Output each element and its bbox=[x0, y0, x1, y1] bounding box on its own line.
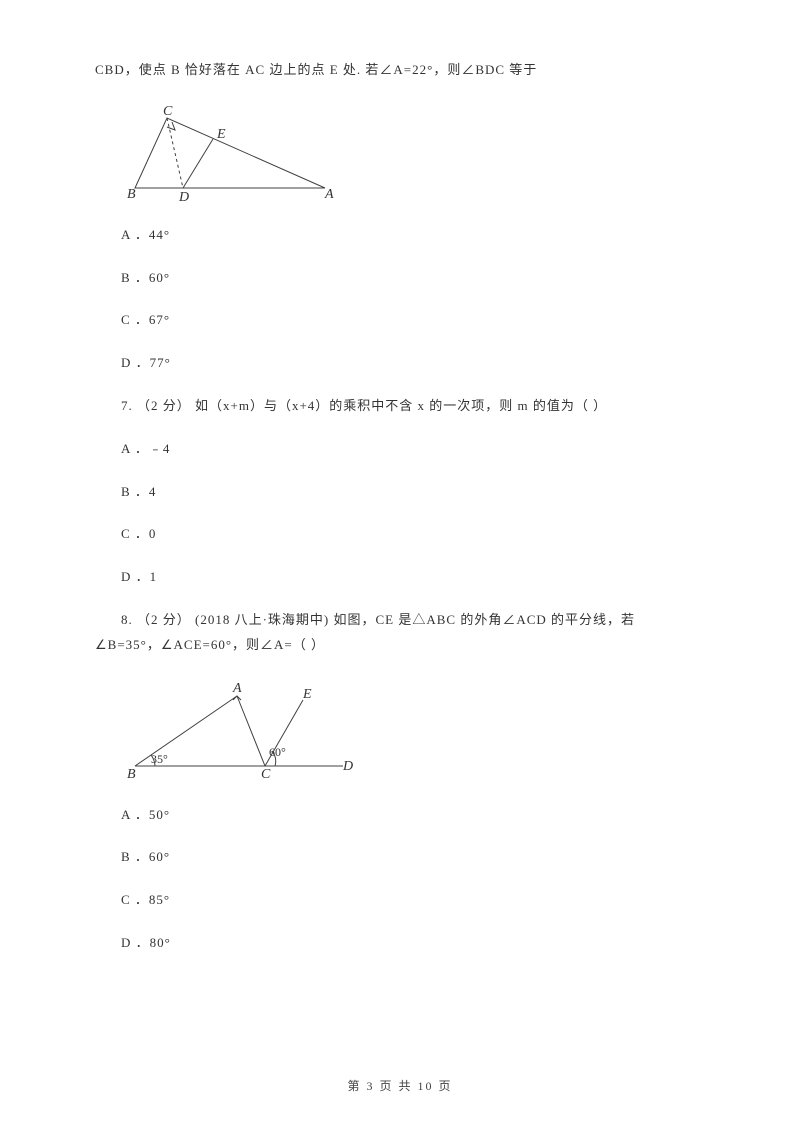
q6-option-a: A ．44° bbox=[95, 225, 705, 246]
label-ang60: 60° bbox=[269, 745, 286, 759]
q7-option-b: B ．4 bbox=[95, 482, 705, 503]
intro-line: CBD，使点 B 恰好落在 AC 边上的点 E 处. 若∠A=22°，则∠BDC… bbox=[95, 60, 705, 81]
label-e2: E bbox=[302, 687, 312, 702]
label-ang35: 35° bbox=[151, 752, 168, 766]
q7-option-c: C ．0 bbox=[95, 524, 705, 545]
diagram-2: A E B C D 35° 60° bbox=[125, 678, 705, 783]
q6-option-d: D ．77° bbox=[95, 353, 705, 374]
q7-option-a: A ．﹣4 bbox=[95, 439, 705, 460]
label-b: B bbox=[127, 187, 136, 202]
q6-option-c: C ．67° bbox=[95, 310, 705, 331]
q8-option-c: C ．85° bbox=[95, 890, 705, 911]
label-a: A bbox=[324, 187, 334, 202]
label-b2: B bbox=[127, 767, 136, 782]
q7-option-d: D ．1 bbox=[95, 567, 705, 588]
label-c2: C bbox=[261, 767, 271, 782]
label-a2: A bbox=[232, 681, 242, 696]
q8-option-d: D ．80° bbox=[95, 933, 705, 954]
label-d: D bbox=[178, 190, 189, 203]
q6-option-b: B ．60° bbox=[95, 268, 705, 289]
q7-text: 7. （2 分） 如（x+m）与（x+4）的乘积中不含 x 的一次项，则 m 的… bbox=[95, 396, 705, 417]
q8-text-line2: ∠B=35°，∠ACE=60°，则∠A=（ ） bbox=[95, 635, 705, 656]
page-footer: 第 3 页 共 10 页 bbox=[0, 1077, 800, 1094]
q8-text-line1: 8. （2 分） (2018 八上·珠海期中) 如图，CE 是△ABC 的外角∠… bbox=[95, 610, 705, 631]
label-c: C bbox=[163, 104, 173, 119]
q8-option-a: A ．50° bbox=[95, 805, 705, 826]
label-d2: D bbox=[342, 759, 353, 774]
label-e: E bbox=[216, 127, 226, 142]
q8-option-b: B ．60° bbox=[95, 847, 705, 868]
diagram-1: C E B D A bbox=[125, 103, 705, 203]
